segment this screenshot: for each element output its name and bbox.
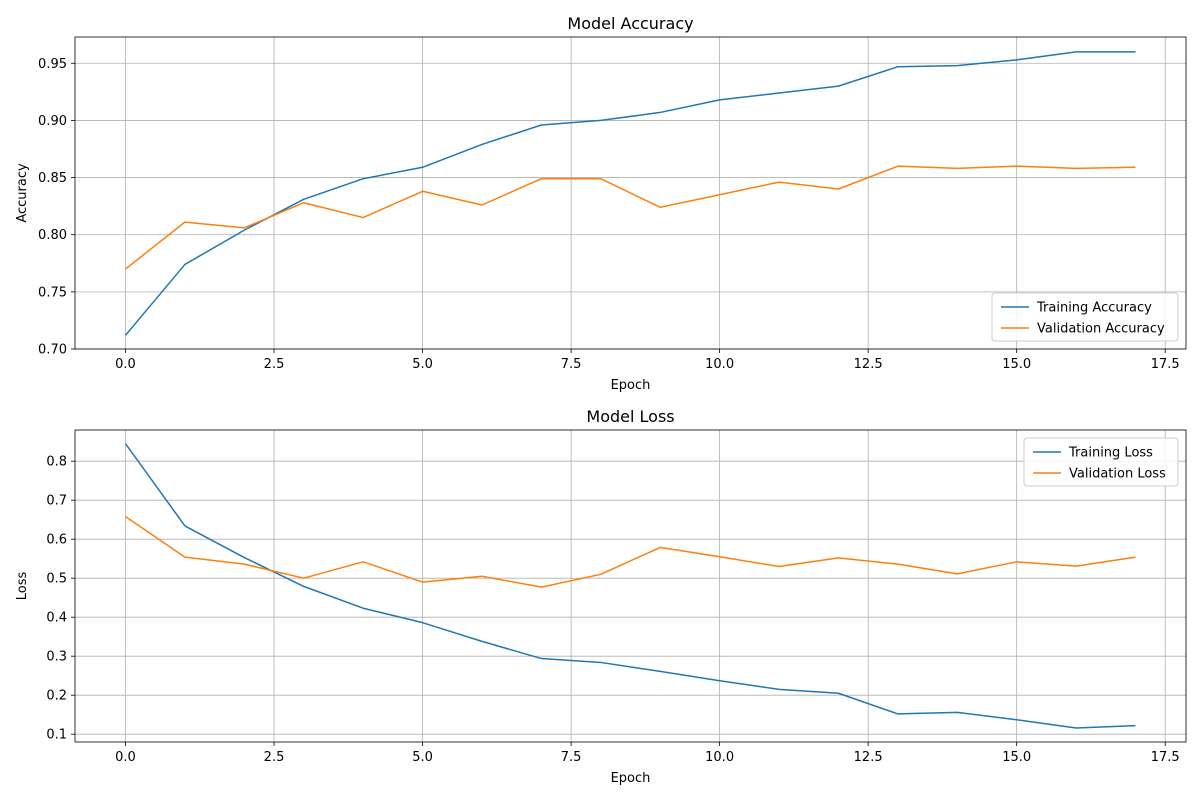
y-tick-label: 0.1	[46, 728, 67, 743]
x-tick-label: 2.5	[264, 750, 285, 765]
gridlines	[75, 37, 1186, 350]
x-tick-label: 10.0	[705, 750, 734, 765]
y-tick-label: 0.8	[46, 455, 67, 470]
y-tick-label: 0.85	[38, 171, 67, 186]
legend-label-2: Validation Accuracy	[1037, 322, 1165, 337]
x-tick-label: 12.5	[854, 357, 883, 372]
y-tick-label: 0.4	[46, 611, 67, 626]
x-tick-label: 17.5	[1151, 357, 1180, 372]
axes-frame	[74, 429, 1187, 743]
x-tick-label: 7.5	[561, 357, 582, 372]
series-line-2	[125, 165, 1136, 270]
x-tick-label: 12.5	[854, 750, 883, 765]
y-tick-label: 0.3	[46, 650, 67, 665]
x-tick-label: 0.0	[115, 357, 136, 372]
x-tick-label: 5.0	[412, 750, 433, 765]
x-axis: 0.0 2.5 5.0 7.5 10.0 12.5 15.0 17.5	[115, 742, 1180, 765]
x-tick-label: 15.0	[1002, 750, 1031, 765]
y-tick-label: 0.70	[38, 343, 67, 358]
x-tick-label: 17.5	[1151, 750, 1180, 765]
chart-panel-1: 0.0 2.5 5.0 7.5 10.0 12.5 15.0 17.5 0.70 0.75 0.80…	[15, 14, 1187, 393]
x-tick-label: 15.0	[1002, 357, 1031, 372]
y-tick-label: 0.2	[46, 689, 67, 704]
x-tick-label: 5.0	[412, 357, 433, 372]
x-tick-label: 2.5	[264, 357, 285, 372]
gridlines	[75, 430, 1186, 742]
chart-title: Model Loss	[586, 407, 674, 426]
x-tick-label: 0.0	[115, 750, 136, 765]
series-line-1	[124, 51, 1136, 336]
axes-frame	[74, 36, 1187, 350]
series-line-2	[125, 515, 1136, 588]
x-axis-label: Epoch	[611, 771, 651, 786]
legend: Training Accuracy Validation Accuracy	[991, 292, 1179, 342]
x-axis: 0.0 2.5 5.0 7.5 10.0 12.5 15.0 17.5	[115, 349, 1180, 372]
legend: Training Loss Validation Loss	[1023, 437, 1179, 487]
y-tick-label: 0.7	[46, 494, 67, 509]
x-tick-label: 10.0	[705, 357, 734, 372]
legend-box	[991, 292, 1179, 342]
y-tick-label: 0.90	[38, 114, 67, 129]
legend-label-2: Validation Loss	[1069, 467, 1166, 482]
y-axis-label: Accuracy	[15, 163, 30, 223]
y-tick-label: 0.6	[46, 533, 67, 548]
x-axis-label: Epoch	[611, 378, 651, 393]
y-tick-label: 0.95	[38, 57, 67, 72]
y-tick-label: 0.75	[38, 285, 67, 300]
legend-label-1: Training Accuracy	[1036, 301, 1152, 316]
chart-title: Model Accuracy	[567, 14, 693, 33]
legend-box	[1023, 437, 1179, 487]
legend-label-1: Training Loss	[1068, 446, 1153, 461]
y-axis-label: Loss	[15, 572, 30, 601]
y-tick-label: 0.80	[38, 228, 67, 243]
chart-panel-2: 0.0 2.5 5.0 7.5 10.0 12.5 15.0 17.5 0.1 0.2 0.3 0.4…	[15, 407, 1187, 786]
y-tick-label: 0.5	[46, 572, 67, 587]
x-tick-label: 7.5	[561, 750, 582, 765]
y-axis: 0.70 0.75 0.80 0.85 0.90 0.95	[38, 57, 75, 358]
series-line-1	[124, 443, 1136, 729]
y-axis: 0.1 0.2 0.3 0.4 0.5 0.6 0.7 0.8	[46, 455, 75, 743]
